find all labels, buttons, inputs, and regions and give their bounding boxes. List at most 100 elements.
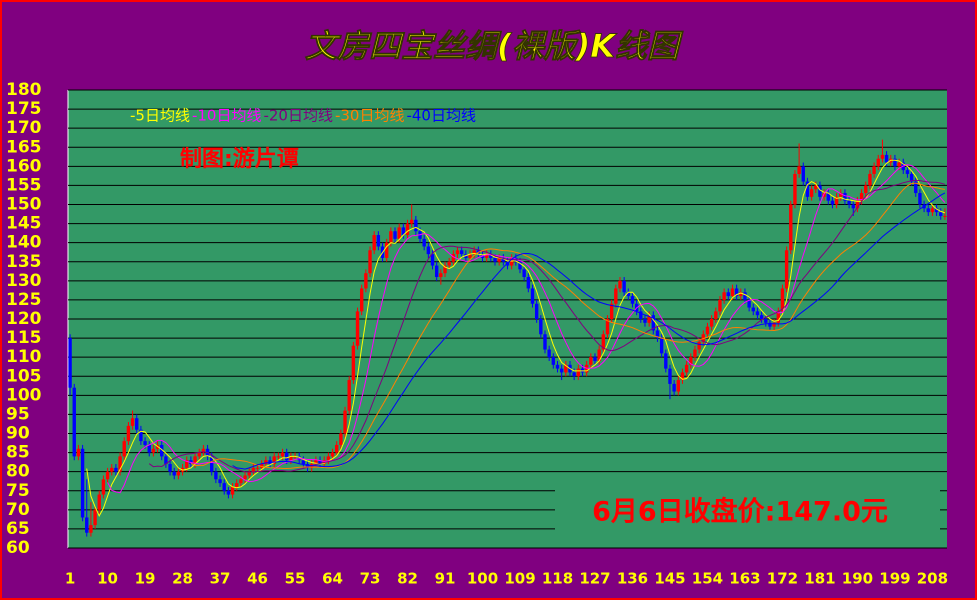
candle-body: [739, 292, 743, 297]
y-tick-label: 130: [6, 271, 42, 291]
y-tick-label: 120: [6, 309, 42, 329]
y-tick-label: 180: [6, 80, 42, 100]
y-tick-label: 125: [6, 290, 42, 310]
candle-body: [214, 471, 218, 480]
candle-body: [805, 181, 810, 197]
candle-body: [122, 441, 126, 457]
candle-body: [401, 227, 406, 236]
x-tick-label: 46: [247, 570, 268, 588]
candle-body: [97, 494, 101, 510]
candle-body: [597, 349, 601, 361]
candle-body: [484, 254, 489, 258]
candle-body: [751, 307, 755, 312]
candle-body: [218, 479, 222, 484]
candle-body: [672, 383, 676, 392]
candle-body: [151, 448, 156, 453]
candle-body: [551, 357, 556, 365]
y-tick-label: 105: [6, 366, 42, 386]
candle-body: [330, 452, 335, 457]
x-tick-label: 145: [654, 570, 685, 588]
candle-body: [359, 288, 364, 312]
x-tick-label: 91: [435, 570, 456, 588]
x-tick-label: 109: [504, 570, 535, 588]
y-tick-label: 160: [6, 156, 42, 176]
candle-body: [130, 418, 135, 426]
candle-body: [393, 231, 397, 239]
candle-body: [905, 170, 910, 174]
candle-body: [934, 208, 939, 213]
candle-body: [530, 288, 535, 304]
candle-body: [647, 315, 651, 323]
candle-body: [789, 204, 793, 251]
candle-body: [89, 525, 93, 533]
candle-body: [618, 280, 622, 289]
x-tick-label: 172: [767, 570, 798, 588]
candle-body: [639, 311, 643, 319]
candle-body: [893, 158, 897, 167]
candle-body: [589, 357, 593, 365]
y-tick-label: 85: [6, 443, 30, 463]
candle-body: [447, 261, 451, 266]
candle-body: [489, 254, 493, 258]
x-tick-label: 55: [285, 570, 306, 588]
candle-body: [172, 471, 176, 476]
candle-body: [260, 464, 264, 468]
candle-body: [680, 372, 685, 381]
candle-body: [564, 364, 568, 373]
candle-body: [430, 254, 435, 266]
candle-body: [843, 193, 847, 201]
candle-body: [784, 250, 789, 289]
y-tick-label: 70: [6, 500, 30, 520]
candle-body: [539, 319, 543, 335]
candle-body: [426, 246, 431, 255]
moving-average-line: [107, 164, 946, 494]
x-tick-label: 127: [579, 570, 610, 588]
candle-body: [160, 444, 164, 457]
legend-entry: -20日均线: [263, 107, 333, 125]
candle-body: [226, 490, 231, 495]
y-tick-label: 80: [6, 462, 30, 482]
y-tick-label: 95: [6, 404, 30, 424]
x-tick-label: 73: [360, 570, 381, 588]
candle-body: [801, 166, 805, 182]
candle-body: [855, 200, 860, 209]
candle-body: [472, 250, 476, 255]
candle-body: [272, 456, 276, 465]
x-tick-label: 163: [729, 570, 760, 588]
candle-body: [609, 303, 614, 319]
candle-body: [455, 250, 460, 255]
candle-body: [243, 475, 247, 480]
candle-body: [414, 219, 418, 232]
y-tick-label: 60: [6, 538, 30, 558]
y-tick-label: 100: [6, 385, 42, 405]
candle-body: [143, 441, 147, 445]
candle-body: [389, 231, 393, 243]
candle-body: [764, 319, 768, 323]
y-tick-label: 170: [6, 118, 42, 138]
moving-average-line: [86, 159, 946, 518]
candle-body: [684, 364, 689, 373]
candle-body: [939, 212, 943, 216]
candle-body: [814, 185, 818, 190]
x-tick-label: 1: [65, 570, 75, 588]
candle-body: [576, 368, 581, 377]
candle-body: [555, 364, 560, 369]
candle-body: [918, 193, 922, 205]
candle-body: [797, 166, 801, 174]
candle-body: [726, 292, 730, 297]
candle-body: [439, 273, 443, 278]
candle-body: [693, 349, 697, 358]
candle-body: [185, 460, 189, 468]
candle-body: [943, 215, 947, 217]
candle-body: [72, 387, 76, 457]
candle-body: [101, 479, 106, 495]
candle-body: [897, 162, 901, 167]
x-tick-label: 208: [917, 570, 948, 588]
candle-body: [68, 338, 72, 388]
candle-body: [434, 265, 439, 278]
candle-body: [376, 235, 381, 247]
y-tick-label: 65: [6, 519, 30, 539]
candle-body: [630, 296, 635, 304]
x-tick-label: 82: [397, 570, 418, 588]
